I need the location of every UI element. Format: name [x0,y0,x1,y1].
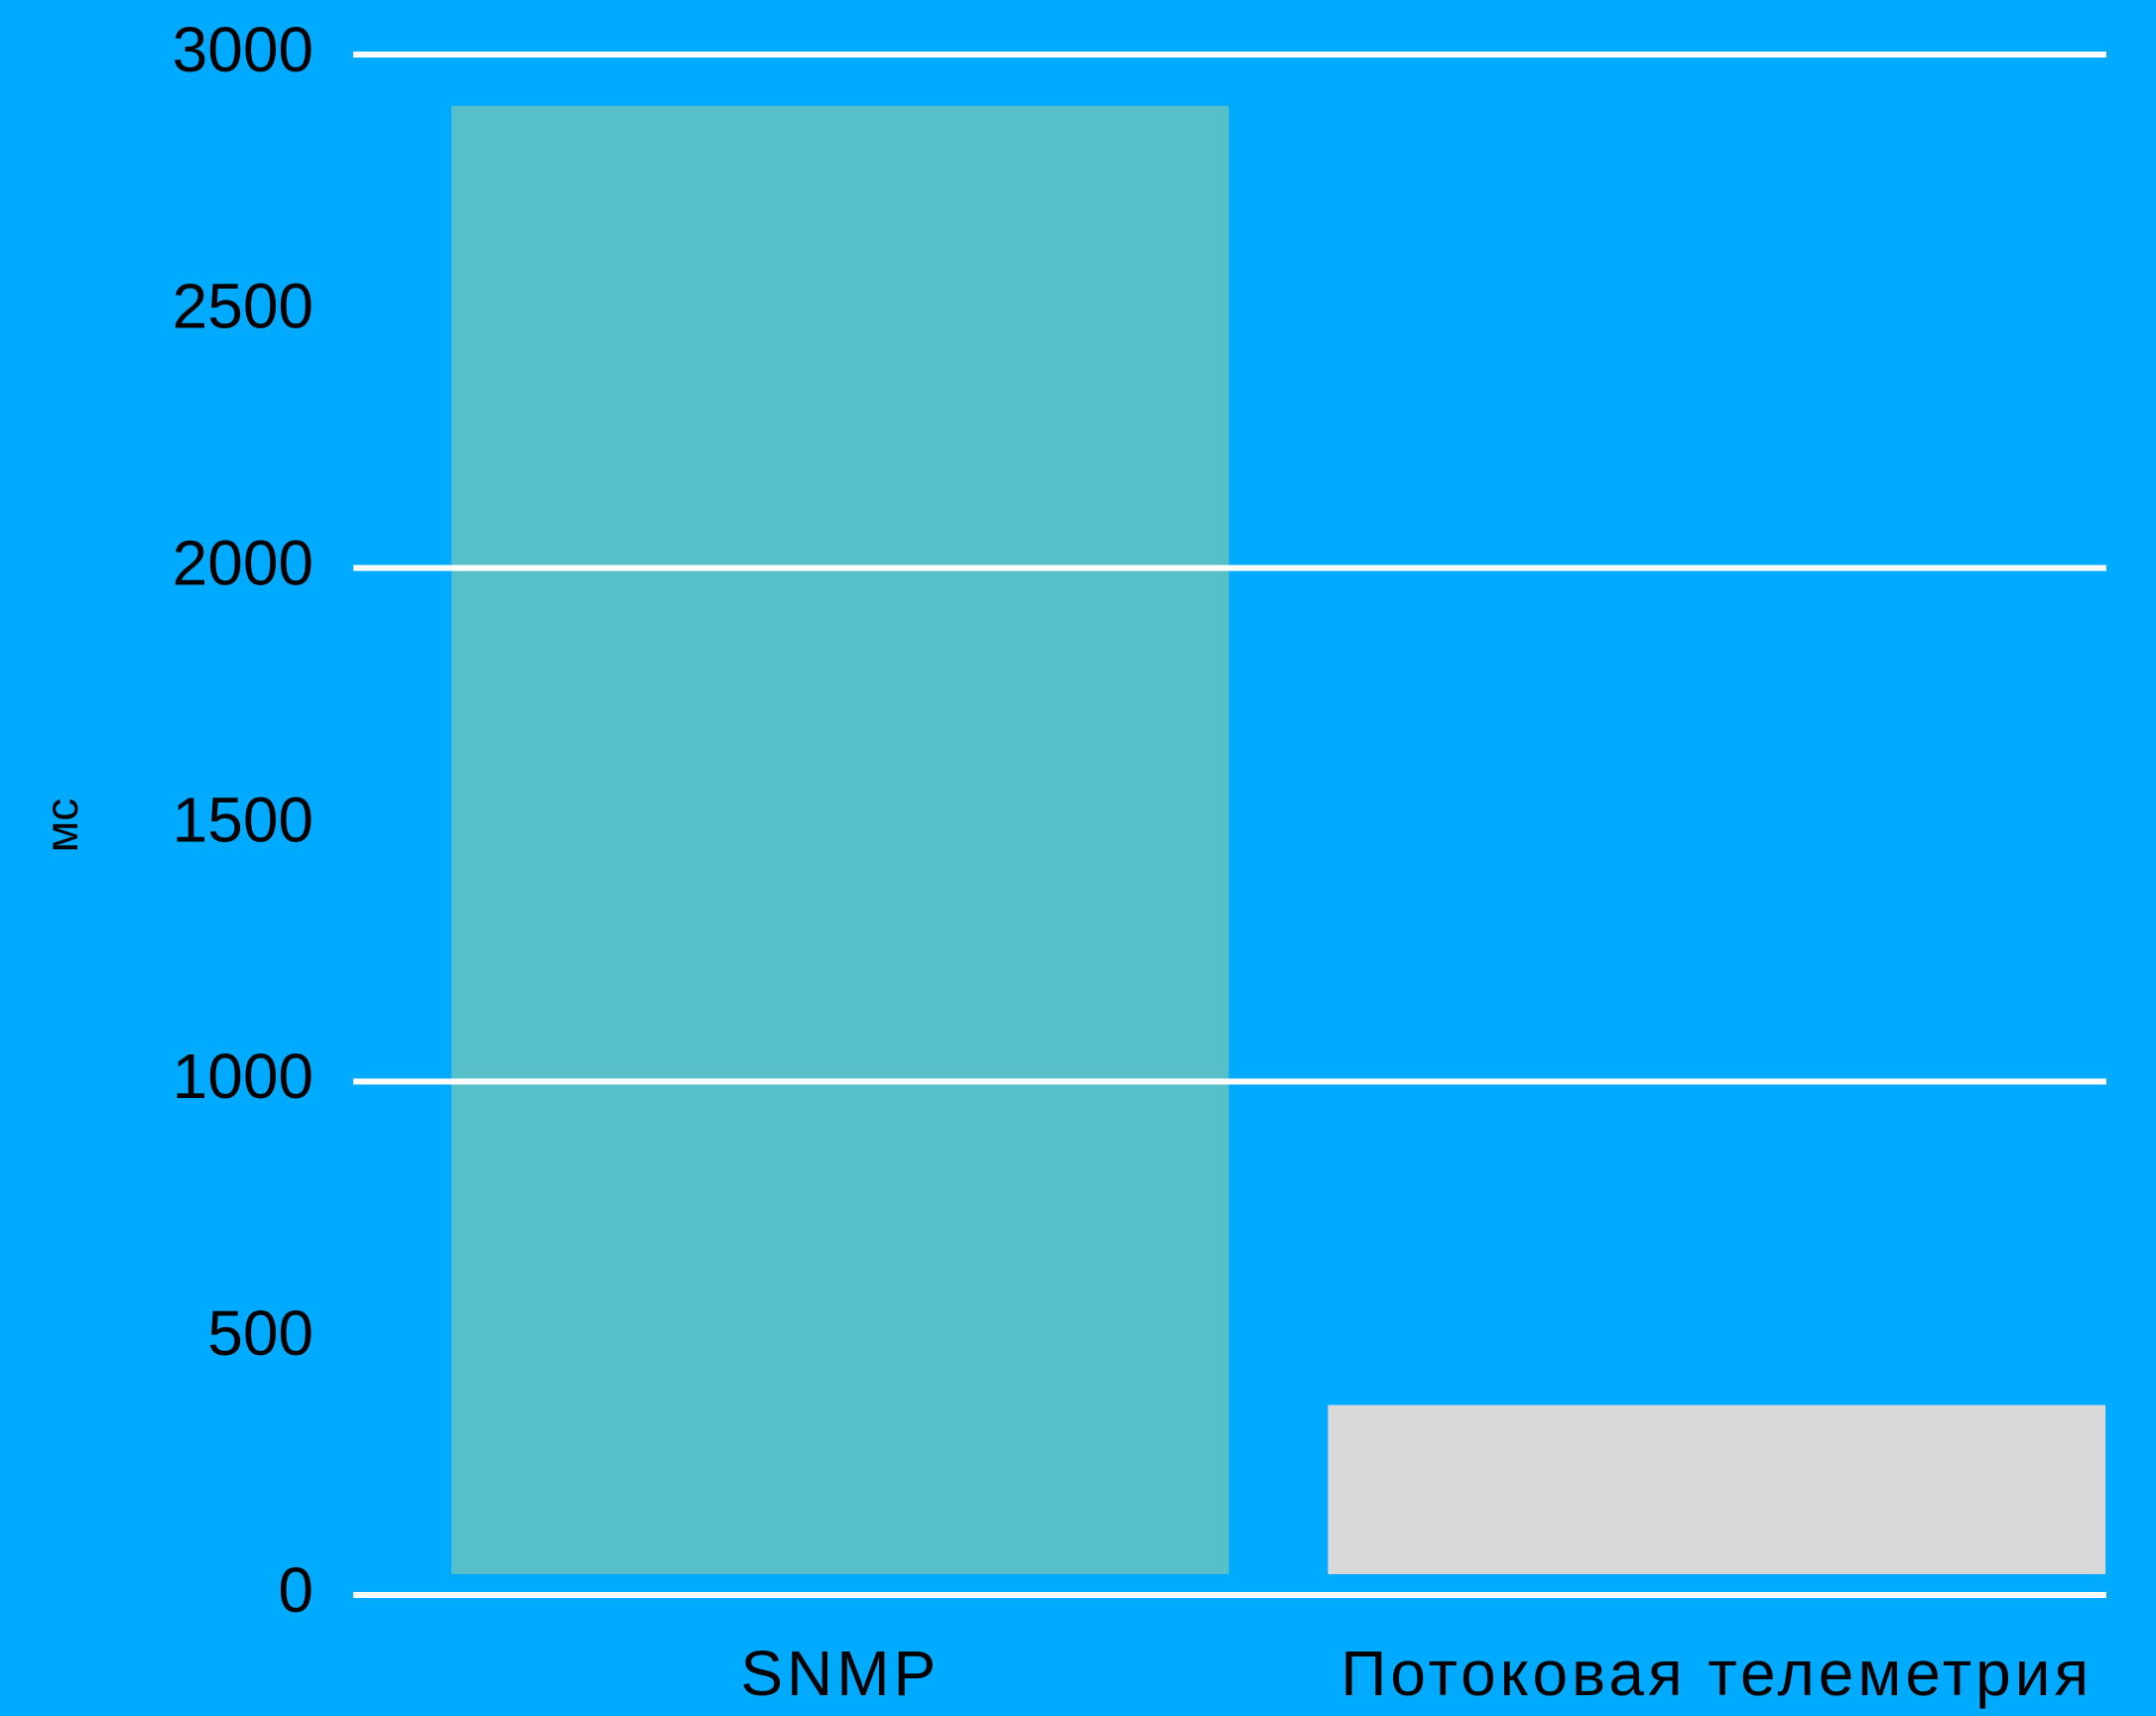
y-axis-label: мс [36,798,87,853]
y-tick-label: 2500 [173,271,314,342]
x-tick-label: SNMP [740,1638,940,1709]
bar [1328,1405,2106,1574]
y-tick-label: 1000 [173,1041,314,1112]
y-tick-label: 2000 [173,528,314,599]
x-tick-label: Потоковая телеметрия [1340,1638,2093,1709]
y-tick-label: 0 [278,1554,314,1626]
bar [450,105,1229,1574]
y-tick-label: 500 [207,1297,314,1369]
y-tick-label: 1500 [173,784,314,855]
y-tick-label: 3000 [173,14,314,85]
